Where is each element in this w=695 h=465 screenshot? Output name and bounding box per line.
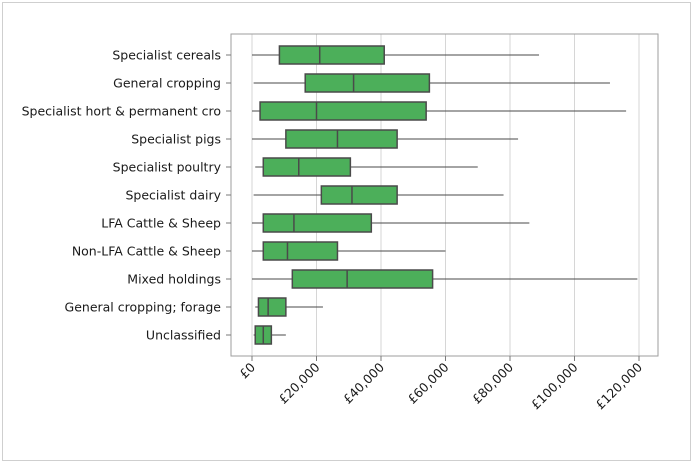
x-tick-label: £120,000 [592, 359, 645, 412]
box-group [252, 45, 540, 65]
x-tick-label: £0 [236, 359, 258, 381]
box-group [252, 241, 446, 261]
x-tick-label: £40,000 [340, 359, 387, 406]
category-label: Specialist cereals [112, 48, 221, 63]
category-label: LFA Cattle & Sheep [101, 216, 221, 231]
box [262, 157, 352, 177]
box [262, 241, 339, 261]
boxes [252, 45, 638, 345]
box [304, 73, 431, 93]
x-tick-label: £20,000 [275, 359, 322, 406]
category-label: Specialist poultry [113, 160, 222, 175]
box-group [252, 129, 519, 149]
box-group [252, 269, 638, 289]
category-label: Mixed holdings [127, 272, 221, 287]
box-group [252, 101, 627, 121]
category-label: General cropping [113, 76, 221, 91]
box-group [252, 213, 530, 233]
box [262, 213, 373, 233]
x-tick-label: £60,000 [404, 359, 451, 406]
box [278, 45, 385, 65]
category-labels: Specialist cereals General cropping Specia… [22, 48, 231, 343]
x-tick-label: £80,000 [469, 359, 516, 406]
category-label: Specialist hort & permanent cro [22, 104, 221, 119]
box [257, 297, 287, 317]
category-label: General cropping; forage [65, 300, 222, 315]
box [259, 101, 427, 121]
box-group [253, 185, 504, 205]
category-label: Specialist dairy [125, 188, 221, 203]
box [320, 185, 398, 205]
box-group [255, 297, 323, 317]
category-label: Unclassified [146, 328, 221, 343]
box [285, 129, 398, 149]
x-tick-label: £100,000 [528, 359, 581, 412]
box [291, 269, 434, 289]
box-group [253, 73, 610, 93]
x-axis-ticks: £0 £20,000 £40,000 £60,000 £80,000 £100,000 £1… [236, 356, 645, 412]
box-group [255, 157, 478, 177]
category-label: Non-LFA Cattle & Sheep [72, 244, 221, 259]
category-label: Specialist pigs [131, 132, 221, 147]
box-group [253, 325, 286, 345]
